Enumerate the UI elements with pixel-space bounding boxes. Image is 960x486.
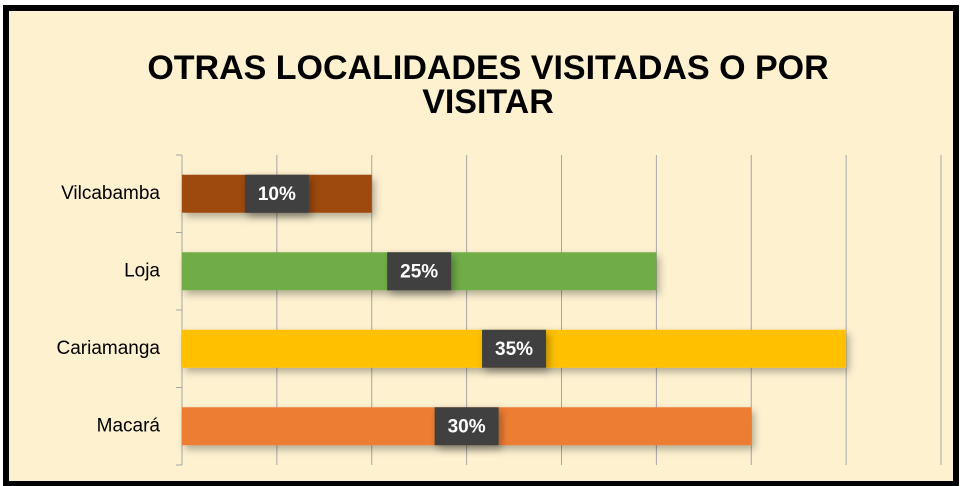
- data-label: 30%: [448, 416, 486, 437]
- data-label-box: [387, 252, 452, 291]
- title-line: OTRAS LOCALIDADES VISITADAS O POR: [147, 49, 828, 87]
- data-label-box: [482, 329, 547, 368]
- data-label: 10%: [258, 184, 296, 205]
- data-label-box: [244, 174, 309, 213]
- y-tick-label: Cariamanga: [57, 338, 161, 359]
- data-label: 25%: [400, 261, 438, 282]
- y-tick-label: Loja: [124, 260, 160, 281]
- chart-frame: [3, 5, 959, 486]
- y-tick-label: Macará: [97, 415, 161, 436]
- data-label: 35%: [495, 339, 533, 360]
- chart-title: OTRAS LOCALIDADES VISITADAS O POR VISITAR: [147, 49, 828, 121]
- y-tick-label: Vilcabamba: [61, 183, 160, 204]
- title-line: VISITAR: [422, 83, 554, 121]
- data-label-box: [434, 407, 499, 446]
